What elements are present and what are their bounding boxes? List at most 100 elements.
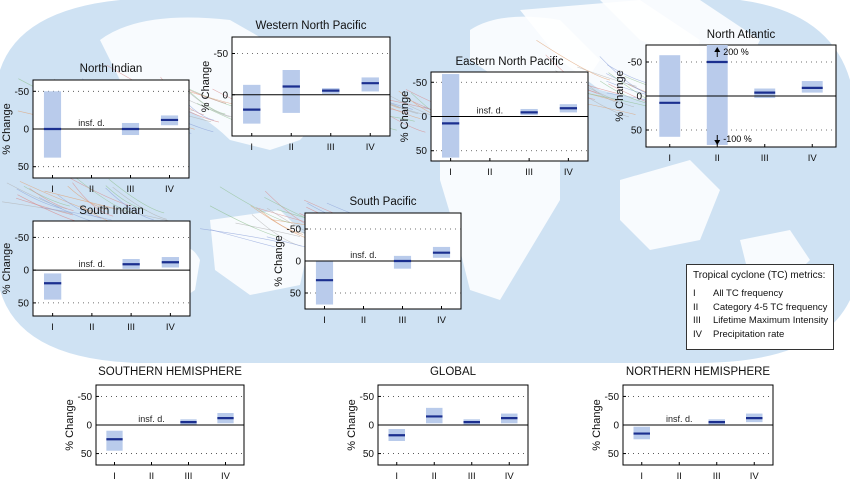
landmass [210,210,310,295]
cyclone-track [599,80,646,103]
legend-item-number: IV [693,328,702,340]
y-tick-label: -50 [15,87,30,98]
y-tick-label: 0 [222,90,228,101]
cyclone-track [108,178,165,214]
y-axis-label: % Change [1,103,13,154]
x-tick-label: III [468,471,476,482]
range-box [106,430,123,451]
cyclone-track [235,222,300,237]
panel-title: Eastern North Pacific [455,56,563,68]
x-tick-label: IV [750,471,760,482]
legend-item: III Lifetime Maximum Intensity [693,314,829,328]
legend-title: Tropical cyclone (TC) metrics: [693,270,826,281]
x-tick-label: I [51,322,54,333]
x-tick-label: II [149,471,154,482]
cyclone-track [67,185,108,210]
x-tick-label: II [289,142,294,153]
arrow-up-head [714,47,721,52]
range-box [393,255,412,269]
x-tick-label: IV [221,471,231,482]
y-axis-label: % Change [591,399,603,450]
x-tick-label: IV [437,315,447,326]
y-tick-label: 0 [368,421,374,432]
cyclone-track [112,186,167,220]
x-tick-label: IV [366,142,376,153]
insufficient-data-label: insf. d. [79,259,106,269]
range-box [282,70,300,113]
y-tick-label: 50 [18,162,30,173]
cyclone-track [200,228,280,243]
cyclone-track [40,207,112,221]
legend-item-label: Category 4-5 TC frequency [713,301,828,313]
metrics-legend: Tropical cyclone (TC) metrics: I All TC … [686,264,834,350]
x-tick-label: II [432,471,437,482]
x-tick-label: I [449,167,452,178]
x-tick-label: II [89,322,94,333]
x-tick-label: III [399,315,407,326]
x-tick-label: III [185,471,193,482]
legend-item: IV Precipitation rate [693,328,827,342]
y-tick-label: 0 [23,125,29,136]
x-tick-label: I [640,471,643,482]
x-tick-label: III [127,184,135,195]
y-tick-label: -50 [78,392,93,403]
landmass [440,120,560,300]
cyclone-track [209,205,279,237]
y-axis-label: % Change [1,243,13,294]
cyclone-track [29,188,74,211]
panel-title: GLOBAL [430,366,477,378]
y-axis-label: % Change [273,235,285,286]
cyclone-track [23,185,70,207]
cyclone-track [266,236,308,248]
y-tick-label: -50 [628,58,643,69]
y-tick-label: 0 [295,257,301,268]
range-box [441,74,460,158]
panel-title: North Atlantic [707,29,776,41]
x-tick-label: III [525,167,533,178]
legend-item-label: Lifetime Maximum Intensity [713,315,829,326]
x-tick-label: IV [808,153,818,164]
x-tick-label: I [51,184,54,195]
y-tick-label: 50 [608,449,620,460]
y-tick-label: 0 [613,421,619,432]
cyclone-track [16,197,73,216]
cyclone-track [219,186,290,224]
y-tick-label: 50 [81,449,93,460]
legend-item-number: II [693,301,699,313]
y-tick-label: 50 [18,298,30,309]
cyclone-track [105,185,148,211]
legend-item-label: Precipitation rate [713,328,785,340]
x-tick-label: III [761,153,769,164]
x-tick-label: I [395,471,398,482]
y-tick-label: 0 [636,92,642,103]
cyclone-track [210,229,276,248]
y-tick-label: 50 [416,146,428,157]
legend-item-label: All TC frequency [713,288,784,299]
range-box [43,273,62,300]
y-axis-label: % Change [614,70,626,121]
y-tick-label: 50 [290,289,302,300]
x-tick-label: I [250,142,253,153]
x-tick-label: IV [564,167,574,178]
cyclone-track [6,182,67,210]
legend-item-number: III [693,315,701,326]
cyclone-track [64,174,132,207]
landmass [620,160,720,250]
panel-title: NORTHERN HEMISPHERE [626,366,771,378]
insufficient-data-label: insf. d. [138,414,165,424]
arrow-up-label: 200 % [723,47,749,57]
x-tick-label: II [487,167,492,178]
range-box [243,84,261,124]
insufficient-data-label: insf. d. [666,414,693,424]
x-tick-label: IV [166,322,176,333]
y-tick-label: -50 [214,49,229,60]
cyclone-track [57,194,102,219]
panel-title: South Indian [79,205,144,217]
